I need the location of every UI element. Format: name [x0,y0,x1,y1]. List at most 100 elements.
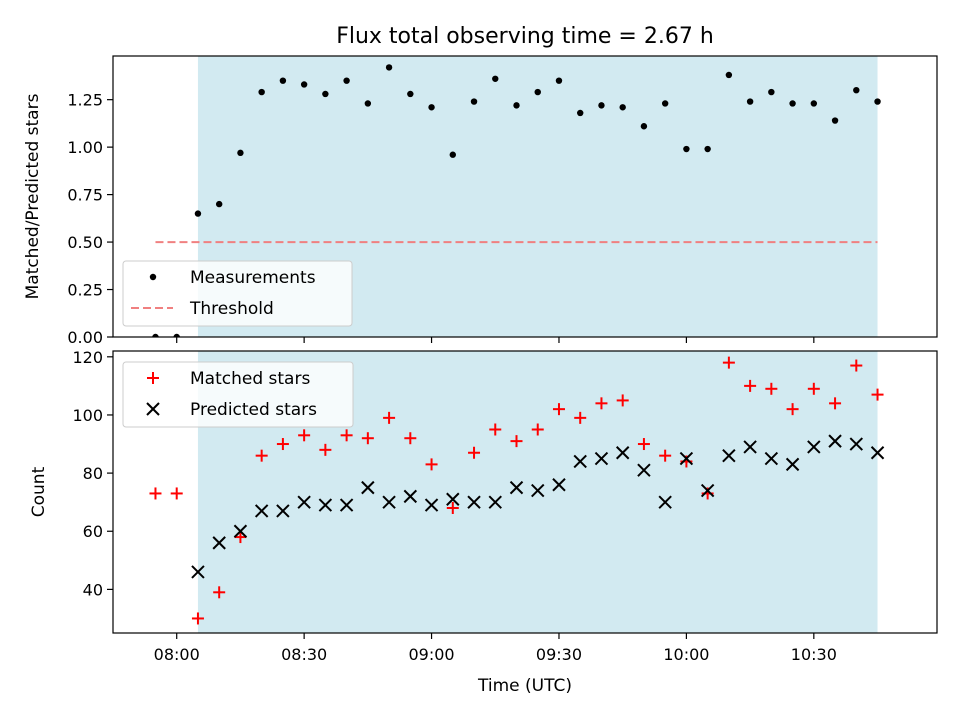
measurement-point [853,86,860,94]
matched-star-point [765,382,778,395]
measurement-point [640,123,648,130]
marks-layer [149,356,885,625]
matched-star-point [446,501,459,514]
y-tick-label: 40 [83,580,103,599]
x-tick-label: 10:30 [791,645,837,664]
matched-star-point [807,382,820,395]
x-tick-label: 09:30 [536,645,582,664]
y-tick-label: 80 [83,464,103,483]
y-tick-label: 0.25 [67,281,103,300]
legend-box [122,361,354,428]
measurement-point [385,64,393,71]
predicted-star-point [318,498,333,512]
predicted-star-point [807,440,821,454]
matched-star-point [468,446,481,459]
matched-star-point [191,612,204,625]
matched-star-point [850,359,863,372]
predicted-star-point [467,495,481,509]
top-panel: 0.00 0.25 0.50 0.75 1.00 1.25 Matched/Predicte… [23,24,938,347]
legend-dot-icon [149,273,157,281]
measurement-point [661,100,669,107]
measurement-point [683,145,690,153]
matched-star-point [489,423,502,436]
predicted-star-point [849,437,864,451]
x-tick-label: 08:30 [281,645,327,664]
legend-label: Threshold [189,299,274,319]
predicted-star-point [212,536,226,550]
legend-plus-icon [147,372,159,384]
predicted-star-point [573,454,587,469]
bottom-panel: 40 60 80 100 120 08:00 08:30 09:00 09:30 10:00 10:… [29,348,938,696]
measurement-point [364,100,372,107]
measurement-point [725,71,733,79]
legend-label: Measurements [190,268,316,288]
matched-star-point [871,388,884,401]
predicted-star-point [764,451,779,466]
matched-star-point [255,449,268,462]
matched-star-point [531,423,544,436]
y-tick-label: 1.00 [67,138,103,157]
measurement-point [831,117,839,124]
predicted-star-point [700,483,715,498]
legend: Measurements Threshold [122,260,353,327]
matched-star-point [170,487,183,500]
measurement-point [237,149,244,157]
measurement-point [704,145,711,153]
predicted-star-point [637,463,651,477]
marks-layer [152,64,881,337]
predicted-star-point [446,492,460,506]
matched-star-point [722,356,735,369]
predicted-star-point [488,495,502,509]
matched-star-point [595,397,608,410]
measurement-point [513,102,520,109]
predicted-star-point [531,483,545,498]
matched-star-point [276,438,289,451]
axes-frame [112,55,938,338]
y-tick-label: 100 [72,406,103,425]
x-tick-label: 08:00 [154,645,200,664]
predicted-star-point [870,446,885,460]
measurement-point [194,210,202,217]
measurement-point [810,100,818,107]
matched-star-point [616,394,629,407]
measurement-point [619,104,626,111]
measurement-point [322,90,329,98]
measurement-point [555,77,563,84]
matched-star-point [340,429,353,442]
matched-star-point [404,432,417,445]
matched-star-point [552,403,565,416]
predicted-star-point [743,440,757,454]
matched-star-point [234,531,247,544]
legend-box [122,260,353,327]
predicted-star-point [679,451,694,466]
measurement-point [598,102,605,109]
y-tick-label: 1.25 [67,91,103,110]
axes-frame [112,350,938,634]
matched-star-point [213,586,226,599]
x-tick-label: 10:00 [663,645,709,664]
predicted-star-point [276,504,290,518]
measurement-point [449,151,456,158]
legend-label: Matched stars [190,369,310,389]
predicted-star-point [254,504,269,518]
predicted-star-point [191,565,205,579]
predicted-star-point [361,480,375,495]
measurement-point [300,81,308,88]
matched-star-point [829,397,842,410]
predicted-star-point [594,451,609,466]
matched-star-point [574,411,587,424]
matched-star-point [361,432,374,445]
predicted-star-point [828,434,842,448]
legend: Matched stars Predicted stars [122,361,354,428]
measurement-point [534,88,541,96]
measurement-point [874,98,881,105]
matched-star-point [319,443,332,456]
measurement-point [215,200,223,208]
y-tick-label: 120 [72,348,103,367]
predicted-star-point [339,498,354,512]
predicted-star-point [233,524,248,538]
predicted-star-point [382,495,396,509]
measurement-point [407,90,414,98]
matched-star-point [425,458,438,471]
